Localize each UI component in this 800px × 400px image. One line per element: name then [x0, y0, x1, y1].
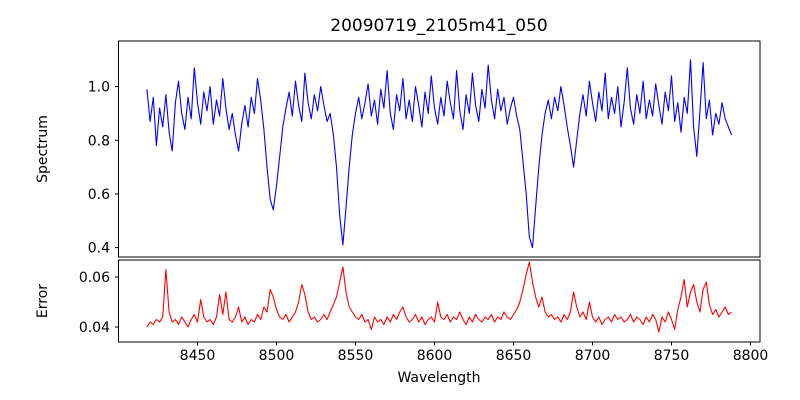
axes-layer: 0.4 0.6 0.8 1.0 0.04 0.06 8450 8500 8550 8600 8650… — [79, 40, 769, 364]
x-tick-label: 8600 — [417, 348, 453, 364]
spectrum-line — [146, 59, 733, 249]
error-line — [146, 261, 732, 333]
x-tick-label: 8800 — [733, 348, 769, 364]
axes-frame — [118, 40, 761, 258]
data-layer — [146, 59, 733, 333]
x-tick-label: 8550 — [338, 348, 374, 364]
y-axis-label-spectrum: Spectrum — [35, 115, 51, 183]
chart-title: 20090719_2105m41_050 — [330, 16, 547, 36]
x-tick-label: 8450 — [180, 348, 216, 364]
y-tick-label: 0.8 — [88, 133, 110, 149]
axes-frame — [118, 259, 761, 343]
y-axis-label-error: Error — [35, 284, 51, 318]
y-tick-label: 1.0 — [88, 80, 110, 96]
x-axis-label: Wavelength — [397, 370, 480, 386]
x-tick-label: 8750 — [654, 348, 690, 364]
x-tick-label: 8650 — [496, 348, 532, 364]
x-tick-label: 8700 — [575, 348, 611, 364]
y-tick-label: 0.4 — [88, 241, 110, 257]
y-tick-label: 0.04 — [79, 320, 110, 336]
y-tick-label: 0.6 — [88, 187, 110, 203]
y-tick-label: 0.06 — [79, 270, 110, 286]
x-tick-label: 8500 — [259, 348, 295, 364]
